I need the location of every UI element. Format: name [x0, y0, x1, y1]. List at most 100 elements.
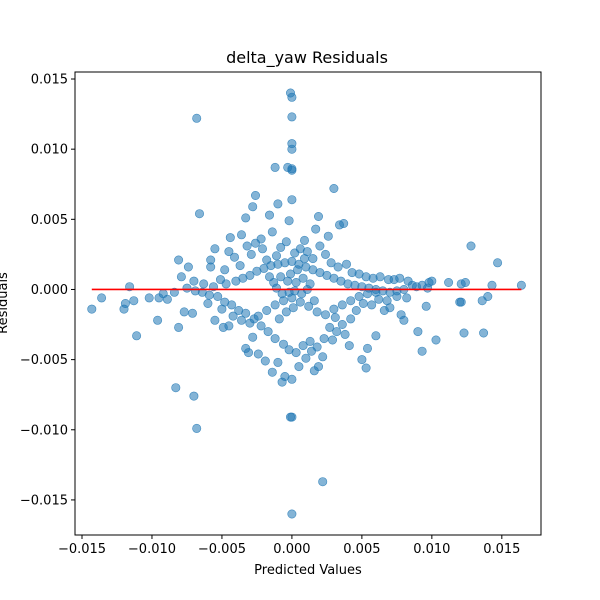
data-point	[346, 296, 356, 306]
data-point	[487, 280, 497, 290]
data-point	[319, 334, 329, 344]
data-point	[375, 272, 385, 282]
data-point	[334, 220, 344, 230]
data-point	[298, 341, 308, 351]
data-point	[327, 335, 337, 345]
data-point	[326, 258, 336, 268]
data-point	[285, 412, 295, 422]
data-point	[466, 241, 476, 251]
y-axis-ticks: −0.015 −0.010 −0.005 0.000 0.005 0.010 0.015	[20, 73, 75, 508]
data-point	[132, 331, 142, 341]
data-point	[284, 345, 294, 355]
data-point	[456, 279, 466, 289]
data-point	[311, 224, 321, 234]
data-point	[308, 254, 318, 264]
data-point	[367, 300, 377, 310]
data-point	[444, 277, 454, 287]
data-point	[271, 283, 281, 293]
data-point	[171, 383, 181, 393]
x-tick-label: 0.010	[413, 542, 450, 557]
data-point	[189, 391, 199, 401]
data-point	[417, 346, 427, 356]
data-point	[246, 249, 256, 259]
data-point	[361, 363, 371, 373]
data-point	[188, 308, 198, 318]
data-point	[483, 291, 493, 301]
data-point	[330, 312, 340, 322]
data-point	[235, 261, 245, 271]
data-point	[97, 293, 107, 303]
y-axis-label: Residuals	[0, 272, 11, 334]
y-tick-label: −0.015	[20, 493, 68, 508]
chart-title: delta_yaw Residuals	[226, 48, 388, 68]
data-point	[344, 341, 354, 351]
data-point	[329, 304, 339, 314]
data-point	[315, 241, 325, 251]
data-point	[176, 272, 186, 282]
data-point	[270, 334, 280, 344]
data-point	[309, 366, 319, 376]
data-point	[493, 258, 503, 268]
data-point	[325, 322, 335, 332]
data-point	[183, 262, 193, 272]
data-point	[224, 247, 234, 257]
data-point	[278, 339, 288, 349]
data-point	[299, 235, 309, 245]
data-point	[221, 279, 231, 289]
data-point	[299, 254, 309, 264]
data-point	[318, 477, 328, 487]
data-point	[213, 291, 223, 301]
data-point	[237, 315, 247, 325]
data-point	[456, 297, 466, 307]
x-tick-label: 0.015	[483, 542, 520, 557]
data-point	[362, 289, 372, 299]
data-point	[218, 322, 228, 332]
data-point	[294, 362, 304, 372]
data-point	[270, 300, 280, 310]
x-axis-ticks: −0.015 −0.010 −0.005 0.000 0.005 0.010 0.015	[58, 535, 520, 557]
points-layer	[87, 88, 526, 519]
data-point	[248, 332, 258, 342]
data-point	[309, 296, 319, 306]
data-point	[217, 304, 227, 314]
data-point	[253, 349, 263, 359]
data-point	[351, 305, 361, 315]
data-point	[228, 311, 238, 321]
y-tick-label: 0.010	[31, 143, 68, 158]
data-point	[273, 199, 283, 209]
data-point	[287, 144, 297, 154]
x-tick-label: 0.005	[343, 542, 380, 557]
data-point	[210, 244, 220, 254]
data-point	[257, 244, 267, 254]
data-point	[276, 272, 286, 282]
data-point	[273, 357, 283, 367]
data-point	[276, 242, 286, 252]
data-point	[174, 255, 184, 265]
data-point	[284, 216, 294, 226]
data-point	[129, 296, 139, 306]
data-point	[459, 328, 469, 338]
data-point	[333, 262, 343, 272]
x-tick-label: −0.010	[128, 542, 176, 557]
data-point	[192, 113, 202, 123]
y-tick-label: 0.015	[31, 73, 68, 88]
data-point	[210, 315, 220, 325]
data-point	[346, 314, 356, 324]
data-point	[242, 241, 252, 251]
data-point	[220, 265, 230, 275]
data-point	[256, 321, 266, 331]
data-point	[274, 314, 284, 324]
data-point	[312, 342, 322, 352]
data-point	[337, 319, 347, 329]
y-tick-label: 0.005	[31, 213, 68, 228]
data-point	[357, 355, 367, 365]
data-point	[304, 301, 314, 311]
data-point	[281, 237, 291, 247]
data-point	[206, 255, 216, 265]
data-point	[287, 92, 297, 102]
data-point	[245, 318, 255, 328]
data-point	[230, 252, 240, 262]
data-point	[251, 238, 261, 248]
data-point	[402, 293, 412, 303]
